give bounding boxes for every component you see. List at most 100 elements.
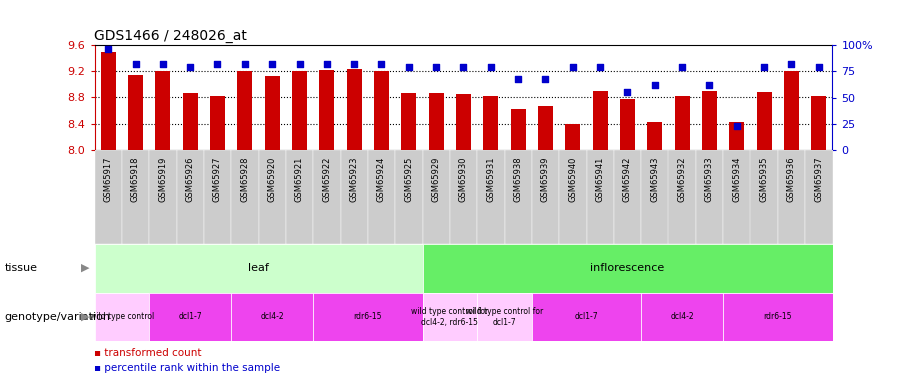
Bar — [286, 150, 313, 244]
Point — [429, 64, 444, 70]
Bar — [811, 96, 826, 150]
Text: GSM65919: GSM65919 — [158, 157, 167, 202]
Point — [648, 82, 662, 88]
Point — [238, 61, 252, 67]
Bar — [724, 150, 751, 244]
Bar — [675, 96, 689, 150]
Bar — [368, 150, 395, 244]
Bar — [149, 150, 176, 244]
Text: GSM65939: GSM65939 — [541, 157, 550, 202]
Point — [675, 64, 689, 70]
Point — [812, 64, 826, 70]
Text: GSM65940: GSM65940 — [568, 157, 577, 202]
Point — [129, 61, 143, 67]
Text: GSM65930: GSM65930 — [459, 157, 468, 202]
Text: GDS1466 / 248026_at: GDS1466 / 248026_at — [94, 28, 248, 43]
Bar — [565, 124, 581, 150]
Bar — [320, 70, 334, 150]
Point — [456, 64, 471, 70]
Bar — [538, 106, 553, 150]
Bar — [122, 150, 149, 244]
Point — [620, 89, 634, 95]
Text: dcl4-2: dcl4-2 — [260, 312, 284, 321]
Text: dcl1-7: dcl1-7 — [178, 312, 202, 321]
Bar — [456, 94, 471, 150]
Text: tissue: tissue — [4, 263, 38, 273]
Bar — [669, 150, 696, 244]
Bar — [724, 292, 832, 341]
Text: GSM65943: GSM65943 — [651, 157, 660, 202]
Text: GSM65931: GSM65931 — [486, 157, 495, 202]
Bar — [313, 292, 422, 341]
Bar — [346, 69, 362, 150]
Point — [101, 46, 115, 52]
Bar — [128, 75, 143, 150]
Bar — [231, 292, 313, 341]
Text: GSM65928: GSM65928 — [240, 157, 249, 202]
Text: inflorescence: inflorescence — [590, 263, 664, 273]
Point — [784, 61, 798, 67]
Bar — [751, 150, 778, 244]
Text: GSM65918: GSM65918 — [131, 157, 140, 202]
Bar — [94, 150, 122, 244]
Text: dcl1-7: dcl1-7 — [575, 312, 598, 321]
Bar — [176, 150, 203, 244]
Bar — [614, 150, 641, 244]
Bar — [784, 71, 799, 150]
Text: GSM65929: GSM65929 — [432, 157, 441, 202]
Bar — [231, 150, 258, 244]
Bar — [702, 91, 717, 150]
Bar — [757, 92, 771, 150]
Text: genotype/variation: genotype/variation — [4, 312, 111, 322]
Text: wild type control: wild type control — [90, 312, 154, 321]
Text: GSM65927: GSM65927 — [213, 157, 222, 202]
Bar — [313, 150, 340, 244]
Point — [565, 64, 580, 70]
Bar — [395, 150, 422, 244]
Bar — [641, 150, 669, 244]
Bar — [265, 76, 280, 150]
Point — [511, 76, 526, 82]
Bar — [258, 150, 286, 244]
Bar — [156, 71, 170, 150]
Text: GSM65936: GSM65936 — [787, 157, 796, 202]
Point — [292, 61, 307, 67]
Bar — [94, 244, 422, 292]
Point — [374, 61, 389, 67]
Bar — [510, 110, 526, 150]
Text: GSM65924: GSM65924 — [377, 157, 386, 202]
Bar — [422, 150, 450, 244]
Bar — [210, 96, 225, 150]
Text: GSM65922: GSM65922 — [322, 157, 331, 202]
Text: GSM65935: GSM65935 — [760, 157, 769, 202]
Bar — [483, 96, 499, 150]
Bar — [183, 93, 198, 150]
Text: GSM65921: GSM65921 — [295, 157, 304, 202]
Point — [757, 64, 771, 70]
Text: GSM65937: GSM65937 — [814, 157, 824, 202]
Point — [702, 82, 716, 88]
Bar — [422, 244, 832, 292]
Point — [156, 61, 170, 67]
Point — [347, 61, 362, 67]
Text: leaf: leaf — [248, 263, 269, 273]
Bar — [401, 93, 417, 150]
Point — [320, 61, 334, 67]
Text: GSM65934: GSM65934 — [733, 157, 742, 202]
Text: GSM65925: GSM65925 — [404, 157, 413, 202]
Point — [211, 61, 225, 67]
Bar — [238, 71, 252, 150]
Bar — [428, 93, 444, 150]
Bar — [778, 150, 806, 244]
Bar — [477, 292, 532, 341]
Bar — [477, 150, 505, 244]
Text: GSM65923: GSM65923 — [350, 157, 359, 202]
Text: GSM65920: GSM65920 — [267, 157, 276, 202]
Bar — [641, 292, 724, 341]
Bar — [149, 292, 231, 341]
Text: wild type control for
dcl1-7: wild type control for dcl1-7 — [466, 307, 543, 327]
Text: ▶: ▶ — [81, 263, 89, 273]
Bar — [559, 150, 587, 244]
Bar — [505, 150, 532, 244]
Bar — [450, 150, 477, 244]
